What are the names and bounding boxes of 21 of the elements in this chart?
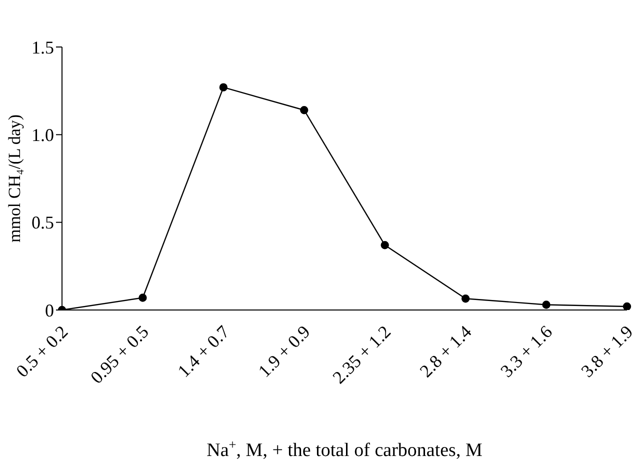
point (138, 294, 147, 302)
y-tick-label: 1.0 (32, 125, 54, 146)
x-tick-label: 2.8 + 1.4 (416, 322, 476, 382)
x-tick-label: 1.9 + 0.9 (254, 322, 314, 382)
y-tick-label: 1.5 (32, 37, 54, 58)
y-tick-label: 0.5 (32, 212, 54, 233)
x-tick-label: 0.5 + 0.2 (12, 322, 72, 382)
y-tick-label: 0 (45, 300, 54, 320)
x-tick-label: 3.8 + 1.9 (577, 322, 637, 382)
x-axis-title: Na$^{+}$, M, + the total of carbonates, M (206, 436, 482, 461)
x-tick-label: 1.4 + 0.7 (174, 322, 234, 382)
point (300, 106, 308, 114)
y-axis-title: mmol CH₄/(L day) (4, 114, 24, 243)
point (380, 241, 389, 250)
x-tick-label: 2.35 + 1.2 (328, 322, 395, 388)
point (461, 294, 470, 303)
x-tick-label: 3.3 + 1.6 (496, 322, 556, 382)
point (219, 83, 228, 92)
point (542, 300, 550, 309)
point (622, 302, 632, 310)
x-tick-label: 0.95 + 0.5 (86, 322, 152, 388)
